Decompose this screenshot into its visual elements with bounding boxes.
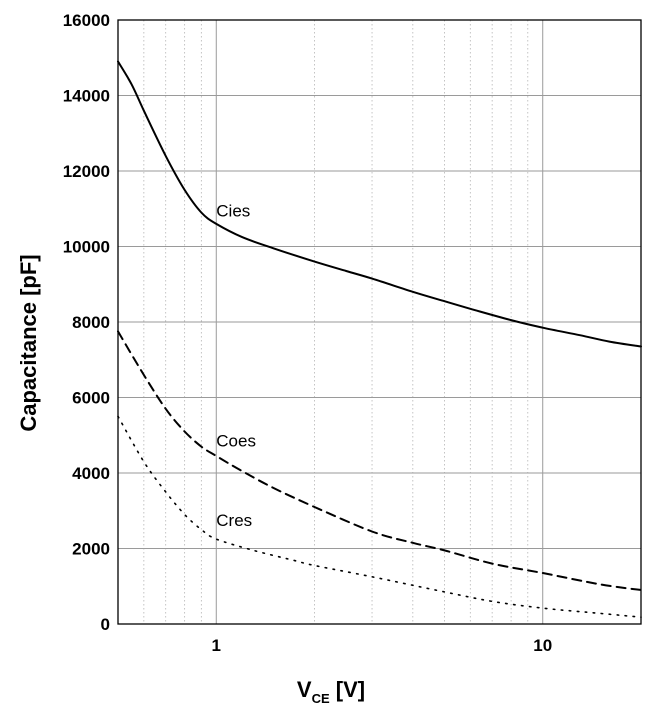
y-tick-label: 8000 [72,313,110,332]
series-label-cres: Cres [216,511,252,530]
y-tick-label: 12000 [63,162,110,181]
series-line-coes [117,330,642,591]
x-axis-title-main: V [297,677,312,702]
axes: 0 2000 4000 6000 8000 10000 12000 14000 16000 1 10 [63,11,642,655]
y-tick-label: 14000 [63,87,110,106]
y-tick-label: 6000 [72,389,110,408]
grid [118,20,641,624]
x-axis-title: VCE [V] [297,677,365,706]
x-axis-title-unit: [V] [330,677,365,702]
y-axis-title: Capacitance [pF] [16,254,41,431]
series-label-coes: Coes [216,432,256,451]
series-line-cies [117,60,642,348]
y-tick-label: 16000 [63,11,110,30]
y-tick-label: 10000 [63,238,110,257]
x-tick-label: 10 [533,636,552,655]
x-axis-title-sub: CE [312,691,330,706]
series-label-cies: Cies [216,201,250,220]
y-tick-label: 4000 [72,464,110,483]
y-tick-label: 0 [101,615,110,634]
series [117,60,642,618]
plot-frame [117,19,642,625]
labels: Cies Coes Cres [216,201,256,530]
x-tick-label: 1 [212,636,221,655]
y-tick-label: 2000 [72,540,110,559]
series-line-cres [117,415,642,618]
